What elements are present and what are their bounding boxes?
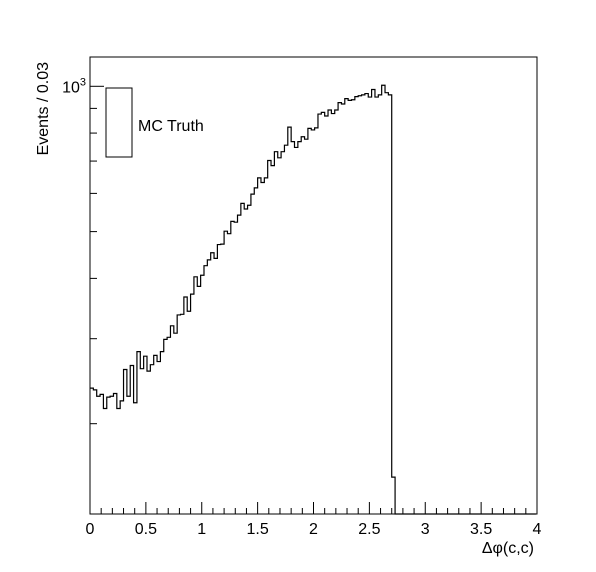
x-tick-label: 1 [197,521,206,538]
x-tick-label: 0 [86,521,95,538]
y-axis-label: Events / 0.03 [35,62,52,155]
x-tick-label: 3 [421,521,430,538]
legend: MC Truth [106,88,204,157]
x-axis-label: Δφ(c,c) [482,540,534,557]
x-tick-label: 1.5 [247,521,269,538]
x-axis: 0 0.5 1 1.5 2 2.5 3 3.5 4 [86,502,542,538]
x-tick-label: 0.5 [135,521,157,538]
legend-label: MC Truth [138,118,204,135]
legend-swatch [106,88,132,157]
y-tick-label: 103 [62,76,86,96]
x-tick-label: 4 [533,521,542,538]
x-tick-label: 2.5 [358,521,380,538]
y-axis: 103 [62,76,104,423]
histogram-line [90,85,536,514]
histogram-series [90,85,536,514]
x-tick-label: 2 [309,521,318,538]
x-tick-label: 3.5 [470,521,492,538]
